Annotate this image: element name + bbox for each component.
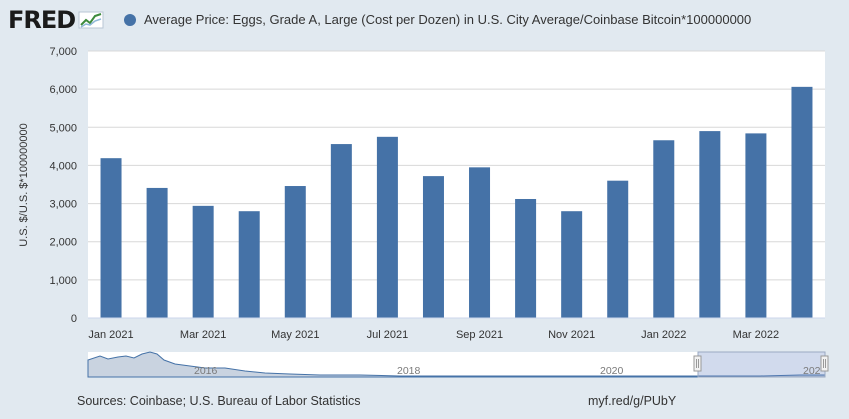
- bar-sep-2021[interactable]: [469, 167, 491, 318]
- trend-line-icon: [78, 11, 104, 29]
- bar-mar-2022[interactable]: [745, 133, 767, 318]
- bar-jul-2021[interactable]: [376, 136, 398, 318]
- bar-may-2021[interactable]: [284, 186, 306, 318]
- y-tick-label: 1,000: [49, 275, 77, 287]
- bar-aug-2021[interactable]: [422, 176, 444, 318]
- footer-sources: Sources: Coinbase; U.S. Bureau of Labor …: [77, 394, 361, 408]
- x-tick-label: May 2021: [271, 329, 319, 341]
- y-tick-label: 0: [71, 313, 77, 325]
- bar-apr-2022[interactable]: [791, 86, 813, 319]
- x-tick-label: Sep 2021: [456, 329, 503, 341]
- navigator-left-handle[interactable]: [693, 355, 702, 372]
- bar-feb-2021[interactable]: [146, 187, 168, 318]
- y-tick-label: 4,000: [49, 160, 77, 172]
- footer-short-link[interactable]: myf.red/g/PUbY: [588, 394, 677, 408]
- bar-oct-2021[interactable]: [515, 198, 537, 318]
- bar-nov-2021[interactable]: [561, 211, 583, 318]
- legend-series-label: Average Price: Eggs, Grade A, Large (Cos…: [144, 12, 752, 27]
- bar-jan-2021[interactable]: [100, 158, 122, 318]
- legend-marker: [124, 13, 136, 26]
- y-tick-label: 2,000: [49, 237, 77, 249]
- bar-jan-2022[interactable]: [653, 140, 675, 318]
- x-tick-label: Jan 2021: [88, 329, 133, 341]
- navigator-series-area: [87, 351, 826, 378]
- bar-mar-2021[interactable]: [192, 205, 214, 318]
- x-tick-label: Jan 2022: [641, 329, 686, 341]
- y-axis-label: U.S. $/U.S. $*100000000: [18, 123, 30, 247]
- bar-feb-2022[interactable]: [699, 131, 721, 318]
- y-tick-label: 3,000: [49, 199, 77, 211]
- navigator-label: 2018: [397, 365, 421, 377]
- bar-apr-2021[interactable]: [238, 211, 260, 318]
- range-navigator[interactable]: 2016 2018 2020 202: [87, 351, 829, 378]
- logo-text: FRED: [8, 6, 76, 34]
- y-tick-label: 6,000: [49, 84, 77, 96]
- x-tick-label: Nov 2021: [548, 329, 595, 341]
- x-tick-label: Jul 2021: [367, 329, 409, 341]
- navigator-label: 202: [803, 365, 821, 377]
- navigator-label: 2016: [194, 365, 218, 377]
- y-tick-label: 5,000: [49, 122, 77, 134]
- x-tick-label: Mar 2021: [180, 329, 226, 341]
- fred-logo[interactable]: FRED: [8, 6, 104, 34]
- navigator-right-handle[interactable]: [820, 355, 829, 372]
- chart-legend[interactable]: Average Price: Eggs, Grade A, Large (Cos…: [124, 12, 751, 27]
- navigator-label: 2020: [600, 365, 624, 377]
- x-tick-label: Mar 2022: [733, 329, 779, 341]
- y-tick-label: 7,000: [49, 46, 77, 58]
- bar-dec-2021[interactable]: [607, 180, 629, 318]
- bar-jun-2021[interactable]: [330, 144, 352, 318]
